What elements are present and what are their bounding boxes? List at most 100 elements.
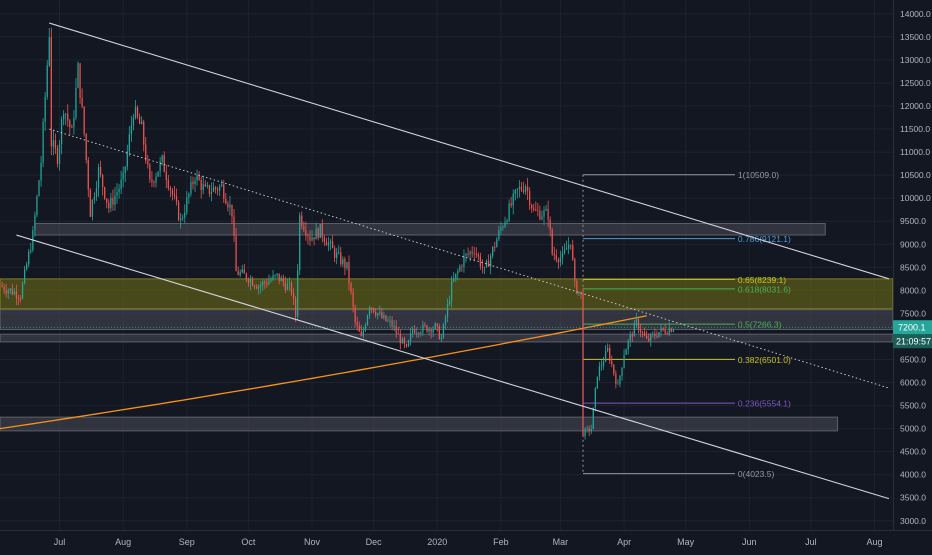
candle [539,205,541,221]
candle [453,272,455,283]
candle [574,257,576,288]
time-tick-label: Jul [805,537,817,547]
time-tick-label: Feb [493,537,509,547]
price-tick-label: 5500.0 [900,401,926,411]
candle [461,264,463,273]
candle [555,249,557,263]
candle [633,319,635,337]
trendlines[interactable] [16,22,890,500]
candle [514,188,516,201]
candle [9,288,11,295]
candle [1,281,3,288]
candle [52,130,55,156]
candle [284,276,286,294]
candle [446,298,449,323]
candle [467,247,469,258]
candle [163,151,165,173]
time-tick-label: Jun [742,537,757,547]
candle [317,226,319,241]
candle [639,324,642,337]
candle [342,256,344,268]
candle [611,355,613,368]
candle [19,295,22,303]
time-axis-panel [0,530,932,550]
candle [153,180,155,188]
candle [561,245,564,265]
candle [450,276,453,308]
candle [85,133,87,164]
candle [192,176,194,190]
candle [229,195,231,216]
candle [471,246,473,258]
price-tick-label: 9000.0 [900,239,926,249]
candle [340,246,342,267]
upper-channel-trendline[interactable] [49,22,890,280]
candle [424,322,426,328]
candle [368,305,371,319]
gray-zone-9200[interactable] [34,223,826,236]
candle [120,170,122,194]
candle [543,206,545,225]
candle [364,322,367,333]
candle [549,216,551,237]
candle [93,192,96,204]
mid-channel-trendline[interactable] [49,128,890,389]
candle [631,331,633,343]
last-price-tag [893,320,932,335]
candle [444,314,447,330]
candle [253,284,256,290]
candle [635,312,638,328]
candle [354,304,356,328]
candle [126,144,128,171]
candle [389,315,391,327]
candle [307,233,309,245]
candle [609,344,611,365]
candle [551,227,553,256]
candle [58,140,61,171]
price-axis[interactable]: 3000.0 3500.0 4000.0 4500.0 5000.0 5500.0 6000… [893,0,932,550]
candle [274,274,276,279]
candle [173,185,176,200]
candle [379,305,381,317]
gray-zone-6900[interactable] [0,333,894,343]
fib-level-label: 0.236(5554.1) [738,399,791,409]
candle [112,189,114,211]
candle [442,322,445,340]
price-tick-label: 10000.0 [900,193,931,203]
moving-average-line[interactable] [0,315,647,430]
fib-retracement[interactable]: 1(10509.0) 0.786(9121.1) 0.65(8239.1)0.618… [582,170,791,479]
candle [216,186,219,196]
candle [420,330,422,337]
gray-zone-5050[interactable] [0,416,839,432]
candle [145,136,147,164]
candle [44,91,46,131]
candle [65,112,67,125]
time-tick-label: Mar [553,537,569,547]
candle [459,264,461,273]
candle [372,307,375,314]
price-tick-label: 3500.0 [900,493,926,503]
lower-channel-trendline[interactable] [16,234,890,500]
candle [393,320,395,332]
candle [516,188,518,199]
candle [282,274,284,287]
candle [95,180,98,201]
candle [50,27,52,156]
candle [204,180,206,187]
candle [615,370,617,389]
time-axis[interactable]: Jul Aug Sep Oct Nov Dec 2020 Feb Mar Apr May Jun Jul… [0,530,932,550]
candle [498,225,500,242]
time-tick-label: Apr [617,537,631,547]
candle [73,110,75,135]
candle [430,327,432,339]
candle [600,360,603,371]
fib-level-label: 1(10509.0) [738,170,779,180]
candle [79,63,81,104]
candle [294,295,297,322]
candle [167,174,169,191]
candle [247,277,250,287]
candle [432,326,434,337]
